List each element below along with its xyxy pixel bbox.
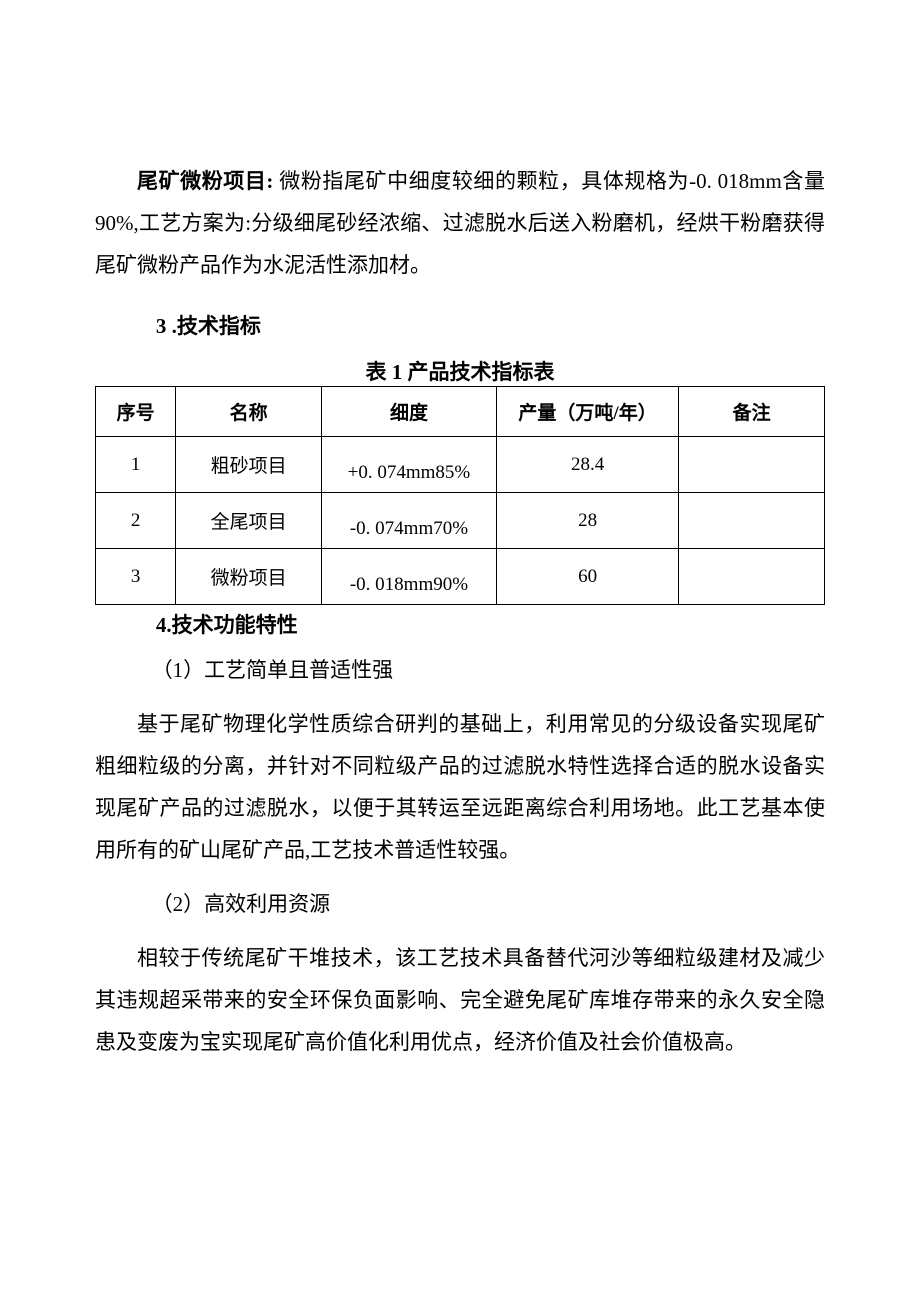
intro-bold-label: 尾矿微粉项目: bbox=[137, 169, 273, 193]
col-header-output: 产量（万吨/年） bbox=[496, 387, 678, 437]
cell-spec: +0. 074mm85% bbox=[321, 437, 496, 493]
col-header-name: 名称 bbox=[176, 387, 322, 437]
cell-seq: 3 bbox=[96, 549, 176, 605]
cell-spec: -0. 018mm90% bbox=[321, 549, 496, 605]
cell-name: 微粉项目 bbox=[176, 549, 322, 605]
specs-table: 序号 名称 细度 产量（万吨/年） 备注 1 粗砂项目 +0. 074mm85%… bbox=[95, 386, 825, 605]
point-1-paragraph: 基于尾矿物理化学性质综合研判的基础上，利用常见的分级设备实现尾矿粗细粒级的分离，… bbox=[95, 703, 825, 871]
section-4-heading: 4.技术功能特性 bbox=[95, 609, 825, 639]
intro-paragraph: 尾矿微粉项目: 微粉指尾矿中细度较细的颗粒，具体规格为-0. 018mm含量 9… bbox=[95, 160, 825, 286]
cell-note bbox=[679, 493, 825, 549]
table-header-row: 序号 名称 细度 产量（万吨/年） 备注 bbox=[96, 387, 825, 437]
col-header-seq: 序号 bbox=[96, 387, 176, 437]
sub-point-1: （1）工艺简单且普适性强 bbox=[95, 649, 825, 691]
cell-note bbox=[679, 437, 825, 493]
cell-name: 粗砂项目 bbox=[176, 437, 322, 493]
cell-seq: 2 bbox=[96, 493, 176, 549]
cell-spec: -0. 074mm70% bbox=[321, 493, 496, 549]
table-row: 3 微粉项目 -0. 018mm90% 60 bbox=[96, 549, 825, 605]
cell-seq: 1 bbox=[96, 437, 176, 493]
point-2-paragraph: 相较于传统尾矿干堆技术，该工艺技术具备替代河沙等细粒级建材及减少其违规超采带来的… bbox=[95, 937, 825, 1063]
cell-output: 28 bbox=[496, 493, 678, 549]
cell-note bbox=[679, 549, 825, 605]
cell-name: 全尾项目 bbox=[176, 493, 322, 549]
table-row: 2 全尾项目 -0. 074mm70% 28 bbox=[96, 493, 825, 549]
col-header-note: 备注 bbox=[679, 387, 825, 437]
sub-point-2: （2）高效利用资源 bbox=[95, 883, 825, 925]
section-3-heading: 3 .技术指标 bbox=[95, 310, 825, 340]
table-row: 1 粗砂项目 +0. 074mm85% 28.4 bbox=[96, 437, 825, 493]
cell-output: 28.4 bbox=[496, 437, 678, 493]
cell-output: 60 bbox=[496, 549, 678, 605]
table-caption: 表 1 产品技术指标表 bbox=[95, 356, 825, 386]
col-header-spec: 细度 bbox=[321, 387, 496, 437]
